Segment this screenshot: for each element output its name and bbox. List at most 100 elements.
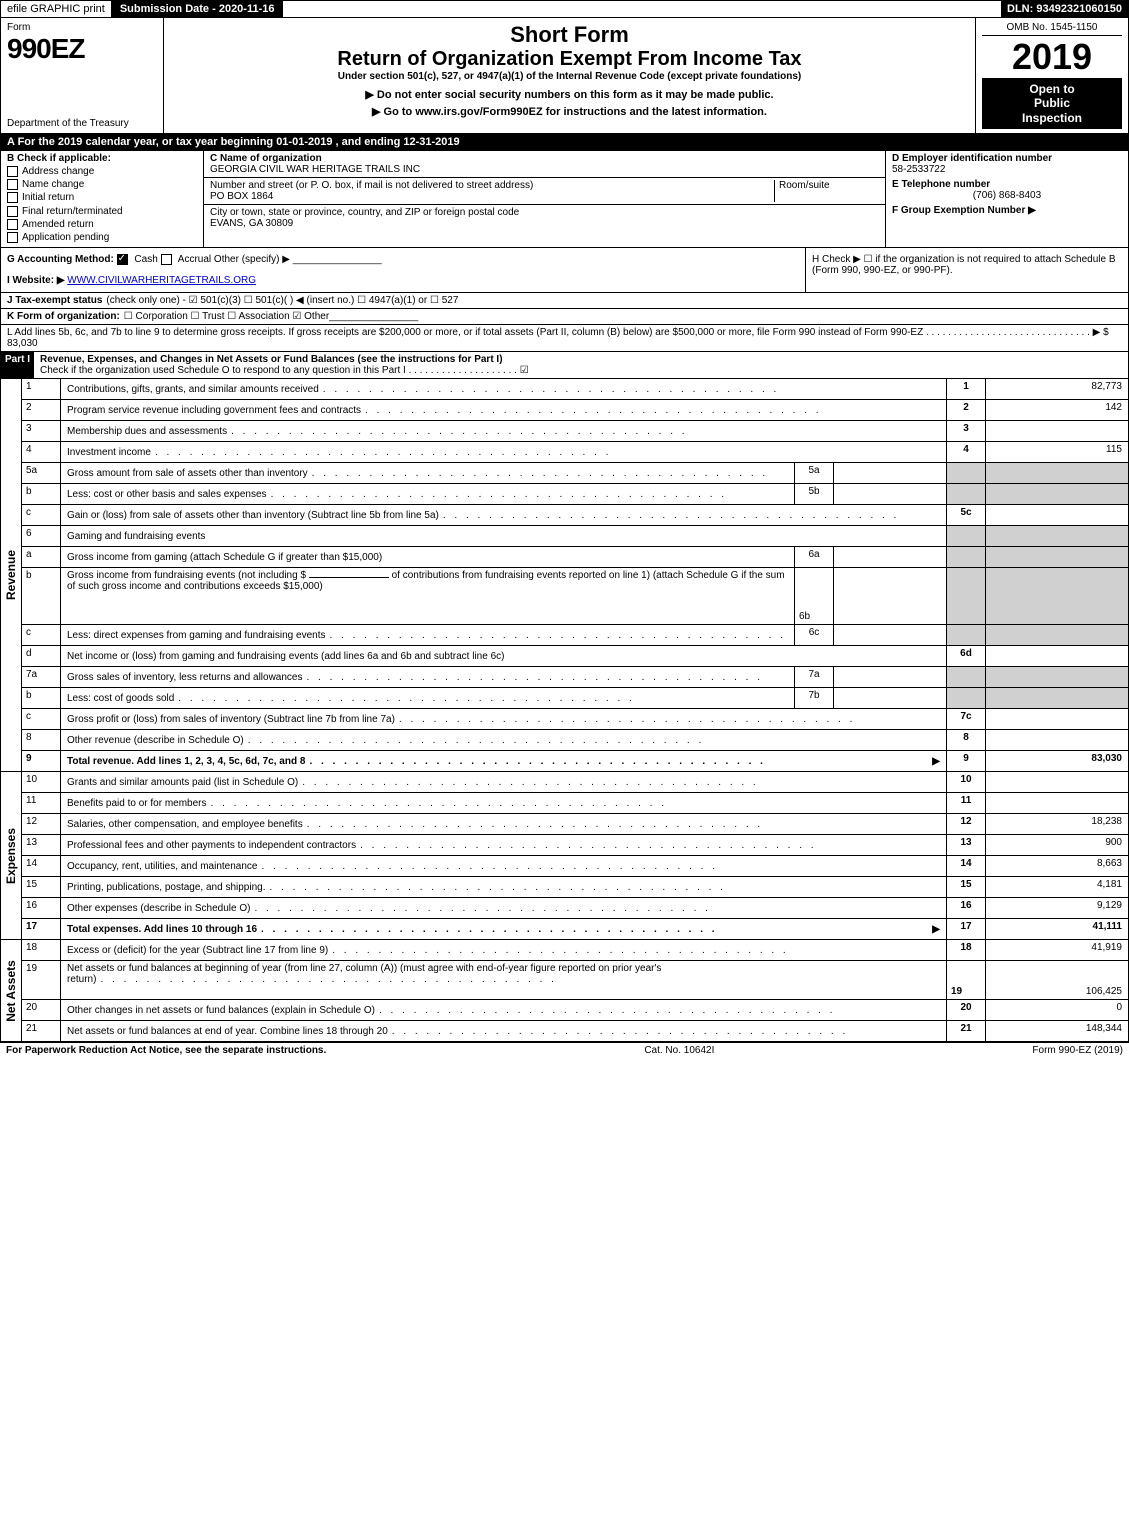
line-7c: c Gross profit or (loss) from sales of i… bbox=[22, 709, 1128, 730]
check-name-change[interactable]: Name change bbox=[7, 179, 197, 190]
i-label: I Website: ▶ bbox=[7, 275, 65, 286]
amt-16: 9,129 bbox=[986, 898, 1128, 918]
line-6a: a Gross income from gaming (attach Sched… bbox=[22, 547, 1128, 568]
amt-4: 115 bbox=[986, 442, 1128, 462]
footer-left: For Paperwork Reduction Act Notice, see … bbox=[6, 1045, 326, 1056]
part-i-header: Part I Revenue, Expenses, and Changes in… bbox=[0, 352, 1129, 379]
revenue-lines: 1 Contributions, gifts, grants, and simi… bbox=[22, 379, 1128, 771]
section-g: G Accounting Method: Cash Accrual Other … bbox=[1, 248, 806, 292]
c-name-label: C Name of organization bbox=[210, 153, 879, 164]
check-final-return[interactable]: Final return/terminated bbox=[7, 206, 197, 217]
line-17: 17 Total expenses. Add lines 10 through … bbox=[22, 919, 1128, 939]
c-city-label: City or town, state or province, country… bbox=[210, 207, 879, 218]
line-3: 3 Membership dues and assessments. . . .… bbox=[22, 421, 1128, 442]
amt-13: 900 bbox=[986, 835, 1128, 855]
e-tel-label: E Telephone number bbox=[892, 179, 1122, 190]
d-ein-label: D Employer identification number bbox=[892, 153, 1122, 164]
line-1: 1 Contributions, gifts, grants, and simi… bbox=[22, 379, 1128, 400]
efile-label[interactable]: efile GRAPHIC print bbox=[1, 1, 112, 17]
form-number: 990EZ bbox=[7, 33, 157, 65]
line-14: 14 Occupancy, rent, utilities, and maint… bbox=[22, 856, 1128, 877]
b-label: B Check if applicable: bbox=[7, 153, 197, 164]
line-16: 16 Other expenses (describe in Schedule … bbox=[22, 898, 1128, 919]
amt-7c bbox=[986, 709, 1128, 729]
c-addr-label: Number and street (or P. O. box, if mail… bbox=[210, 180, 774, 191]
footer-cat: Cat. No. 10642I bbox=[326, 1045, 1032, 1056]
line-7a: 7a Gross sales of inventory, less return… bbox=[22, 667, 1128, 688]
check-amended-return[interactable]: Amended return bbox=[7, 219, 197, 230]
amt-12: 18,238 bbox=[986, 814, 1128, 834]
f-group-label: F Group Exemption Number ▶ bbox=[892, 205, 1122, 216]
org-addr-row: Number and street (or P. O. box, if mail… bbox=[204, 178, 885, 205]
grid-bcd: B Check if applicable: Address change Na… bbox=[0, 151, 1129, 248]
expenses-vert-label: Expenses bbox=[1, 772, 22, 939]
amt-18: 41,919 bbox=[986, 940, 1128, 960]
line-9: 9 Total revenue. Add lines 1, 2, 3, 4, 5… bbox=[22, 751, 1128, 771]
net-assets-lines: 18 Excess or (deficit) for the year (Sub… bbox=[22, 940, 1128, 1041]
amt-1: 82,773 bbox=[986, 379, 1128, 399]
section-h: H Check ▶ ☐ if the organization is not r… bbox=[806, 248, 1128, 292]
amt-21: 148,344 bbox=[986, 1021, 1128, 1041]
check-address-change[interactable]: Address change bbox=[7, 166, 197, 177]
website-link[interactable]: WWW.CIVILWARHERITAGETRAILS.ORG bbox=[67, 275, 256, 286]
org-addr: PO BOX 1864 bbox=[210, 191, 774, 202]
line-15: 15 Printing, publications, postage, and … bbox=[22, 877, 1128, 898]
line-a-tax-year: A For the 2019 calendar year, or tax yea… bbox=[0, 134, 1129, 151]
amt-5c bbox=[986, 505, 1128, 525]
j-label: J Tax-exempt status bbox=[7, 295, 102, 306]
tax-year: 2019 bbox=[982, 36, 1122, 78]
note-no-ssn: ▶ Do not enter social security numbers o… bbox=[172, 88, 967, 101]
line-5c: c Gain or (loss) from sale of assets oth… bbox=[22, 505, 1128, 526]
line-6c: c Less: direct expenses from gaming and … bbox=[22, 625, 1128, 646]
amt-3 bbox=[986, 421, 1128, 441]
room-suite-label: Room/suite bbox=[774, 180, 879, 202]
section-j: J Tax-exempt status (check only one) - ☑… bbox=[0, 293, 1129, 309]
check-initial-return[interactable]: Initial return bbox=[7, 192, 197, 203]
line-5a: 5a Gross amount from sale of assets othe… bbox=[22, 463, 1128, 484]
org-city: EVANS, GA 30809 bbox=[210, 218, 879, 229]
net-assets-section: Net Assets 18 Excess or (deficit) for th… bbox=[0, 940, 1129, 1042]
amt-2: 142 bbox=[986, 400, 1128, 420]
part-i-label: Part I bbox=[1, 352, 34, 378]
g-label: G Accounting Method: bbox=[7, 254, 114, 265]
net-assets-vert-label: Net Assets bbox=[1, 940, 22, 1041]
line-8: 8 Other revenue (describe in Schedule O)… bbox=[22, 730, 1128, 751]
amt-11 bbox=[986, 793, 1128, 813]
line-6: 6 Gaming and fundraising events bbox=[22, 526, 1128, 547]
line-2: 2 Program service revenue including gove… bbox=[22, 400, 1128, 421]
submission-date: Submission Date - 2020-11-16 bbox=[112, 1, 283, 17]
amt-9: 83,030 bbox=[986, 751, 1128, 771]
col-d-ein: D Employer identification number 58-2533… bbox=[886, 151, 1128, 247]
line-13: 13 Professional fees and other payments … bbox=[22, 835, 1128, 856]
col-b-checkboxes: B Check if applicable: Address change Na… bbox=[1, 151, 204, 247]
line-12: 12 Salaries, other compensation, and emp… bbox=[22, 814, 1128, 835]
header-left: Form 990EZ Department of the Treasury bbox=[1, 18, 164, 133]
dln-label: DLN: 93492321060150 bbox=[1001, 1, 1128, 17]
amt-19: 106,425 bbox=[986, 961, 1128, 999]
amt-6d bbox=[986, 646, 1128, 666]
subtitle: Under section 501(c), 527, or 4947(a)(1)… bbox=[172, 71, 967, 82]
header-center: Short Form Return of Organization Exempt… bbox=[164, 18, 976, 133]
line-6b: b Gross income from fundraising events (… bbox=[22, 568, 1128, 625]
expenses-section: Expenses 10 Grants and similar amounts p… bbox=[0, 772, 1129, 940]
check-cash[interactable] bbox=[117, 254, 128, 265]
check-application-pending[interactable]: Application pending bbox=[7, 232, 197, 243]
line-5b: b Less: cost or other basis and sales ex… bbox=[22, 484, 1128, 505]
k-label: K Form of organization: bbox=[7, 311, 120, 322]
org-name: GEORGIA CIVIL WAR HERITAGE TRAILS INC bbox=[210, 164, 879, 175]
org-city-row: City or town, state or province, country… bbox=[204, 205, 885, 231]
section-l: L Add lines 5b, 6c, and 7b to line 9 to … bbox=[0, 325, 1129, 352]
note-goto-irs: ▶ Go to www.irs.gov/Form990EZ for instru… bbox=[172, 105, 967, 118]
part-i-title: Revenue, Expenses, and Changes in Net As… bbox=[40, 354, 503, 365]
line-18: 18 Excess or (deficit) for the year (Sub… bbox=[22, 940, 1128, 961]
j-text: (check only one) - ☑ 501(c)(3) ☐ 501(c)(… bbox=[106, 295, 458, 306]
line-10: 10 Grants and similar amounts paid (list… bbox=[22, 772, 1128, 793]
title-short-form: Short Form bbox=[172, 22, 967, 48]
section-k: K Form of organization: ☐ Corporation ☐ … bbox=[0, 309, 1129, 325]
dept-treasury: Department of the Treasury bbox=[7, 118, 129, 129]
title-return: Return of Organization Exempt From Incom… bbox=[172, 48, 967, 71]
footer-form: Form 990-EZ (2019) bbox=[1032, 1045, 1123, 1056]
check-accrual[interactable] bbox=[161, 254, 172, 265]
top-bar: efile GRAPHIC print Submission Date - 20… bbox=[0, 0, 1129, 18]
amt-20: 0 bbox=[986, 1000, 1128, 1020]
